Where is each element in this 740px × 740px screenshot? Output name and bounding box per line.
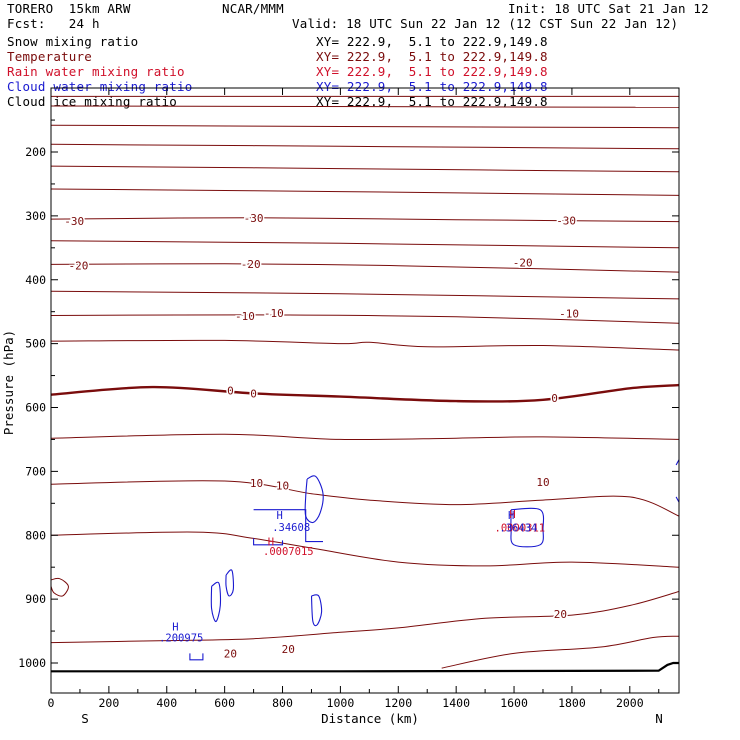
max-label-9: .36434: [499, 523, 537, 535]
x-tick-label-200: 200: [98, 696, 119, 710]
isotherm-label-4: -20: [241, 258, 261, 271]
isotherm-label-1: -30: [244, 212, 264, 225]
cloud-water-contour-8: [675, 458, 679, 504]
isotherm-20: [51, 591, 679, 644]
end-label-right: N: [655, 711, 663, 726]
x-tick-label-1400: 1400: [442, 696, 470, 710]
isotherm--40: [51, 165, 679, 173]
cloud-water-contour-3: [210, 581, 222, 623]
x-tick-label-0: 0: [48, 696, 55, 710]
isotherm-label-6: -10: [235, 310, 255, 323]
isotherm-label-3: -20: [69, 260, 89, 273]
max-label-7: .0000311: [495, 523, 546, 535]
isotherm-label-5: -20: [513, 257, 533, 270]
x-axis-label: Distance (km): [321, 711, 419, 726]
valid-time: Valid: 18 UTC Sun 22 Jan 12 (12 CST Sun …: [292, 16, 679, 31]
x-tick-label-1000: 1000: [327, 696, 355, 710]
legend-cloud-water-xy: XY= 222.9, 5.1 to 222.9,149.8: [316, 79, 548, 94]
max-label-2: H: [268, 537, 274, 549]
y-tick-label-300: 300: [25, 209, 46, 223]
isotherm-label-15: 20: [224, 647, 237, 660]
isotherm--50: [51, 124, 679, 129]
y-tick-label-600: 600: [25, 401, 46, 415]
model-title: TORERO 15km ARW: [7, 1, 131, 16]
legend-temperature-xy: XY= 222.9, 5.1 to 222.9,149.8: [316, 49, 548, 64]
y-tick-label-200: 200: [25, 145, 46, 159]
max-label-3: .0007015: [263, 546, 314, 558]
y-tick-label-1000: 1000: [18, 656, 46, 670]
y-tick-label-400: 400: [25, 273, 46, 287]
isotherm--30: [51, 217, 679, 223]
isotherm-25: [441, 635, 679, 669]
cloud-water-contour-5: [310, 594, 323, 627]
isotherm-label-8: -10: [559, 308, 579, 321]
y-tick-label-800: 800: [25, 528, 46, 542]
isotherm--10: [51, 314, 679, 324]
isotherm--5: [51, 339, 679, 351]
isotherm-label-17: 20: [554, 608, 567, 621]
isotherm--15: [51, 290, 679, 300]
legend-snow-xy: XY= 222.9, 5.1 to 222.9,149.8: [316, 34, 548, 49]
isotherm-label-16: 20: [282, 643, 295, 656]
cloud-water-contour-2: [253, 538, 284, 546]
max-label-0: H: [276, 510, 282, 522]
isotherm-15: [51, 531, 679, 568]
x-tick-label-2000: 2000: [616, 696, 644, 710]
x-tick-label-1600: 1600: [500, 696, 528, 710]
isotherm-label-13: 10: [276, 479, 289, 492]
isotherm-label-11: 0: [551, 392, 558, 405]
center-label: NCAR/MMM: [222, 1, 284, 16]
x-tick-label-600: 600: [214, 696, 235, 710]
isotherm-label-0: -30: [64, 215, 84, 228]
plot-frame: [50, 87, 680, 694]
max-label-6: H: [509, 509, 515, 521]
isotherm-0: [51, 383, 679, 403]
x-tick-label-400: 400: [156, 696, 177, 710]
cloud-water-contour-4: [225, 569, 235, 597]
y-tick-label-700: 700: [25, 464, 46, 478]
isotherm-5: [51, 433, 679, 441]
x-tick-label-800: 800: [272, 696, 293, 710]
cloud-water-contour-6: [510, 507, 545, 548]
isotherm--25: [51, 240, 679, 249]
legend-temperature-label: Temperature: [7, 49, 92, 64]
isotherm-label-7: -10: [264, 307, 284, 320]
isotherm-label-12: 10: [250, 477, 263, 490]
isotherm-label-10: 0: [250, 387, 257, 400]
init-time: Init: 18 UTC Sat 21 Jan 12: [508, 1, 709, 16]
legend-rain-xy: XY= 222.9, 5.1 to 222.9,149.8: [316, 64, 548, 79]
isotherm--45: [51, 143, 679, 150]
y-tick-label-500: 500: [25, 337, 46, 351]
isotherm-label-14: 10: [536, 476, 549, 489]
cloud-water-contour-1: [253, 509, 323, 543]
x-tick-label-1200: 1200: [384, 696, 412, 710]
isotherm-10: [51, 480, 679, 517]
legend-snow-label: Snow mixing ratio: [7, 34, 139, 49]
max-label-4: H: [172, 622, 178, 634]
end-label-left: S: [81, 711, 89, 726]
x-tick-label-1800: 1800: [558, 696, 586, 710]
isotherm-label-2: -30: [556, 214, 576, 227]
max-label-5: .200975: [159, 632, 203, 644]
isotherm-closed-0: [51, 577, 69, 597]
max-label-1: .34608: [272, 522, 310, 534]
cloud-water-contour-7: [189, 653, 204, 661]
isotherm--35: [51, 188, 679, 196]
surface-pressure-line: [51, 661, 679, 673]
isotherm--20: [51, 263, 679, 273]
forecast-hour: Fcst: 24 h: [7, 16, 100, 31]
max-label-8: H: [508, 510, 514, 522]
y-axis-label: Pressure (hPa): [1, 330, 16, 435]
legend-rain-label: Rain water mixing ratio: [7, 64, 185, 79]
isotherm-label-9: 0: [227, 384, 234, 397]
legend-cloud-ice-xy: XY= 222.9, 5.1 to 222.9,149.8: [316, 94, 548, 109]
legend-cloud-ice-label: Cloud ice mixing ratio: [7, 94, 177, 109]
cloud-water-contour-0: [304, 475, 324, 524]
legend-cloud-water-label: Cloud water mixing ratio: [7, 79, 193, 94]
y-tick-label-900: 900: [25, 592, 46, 606]
